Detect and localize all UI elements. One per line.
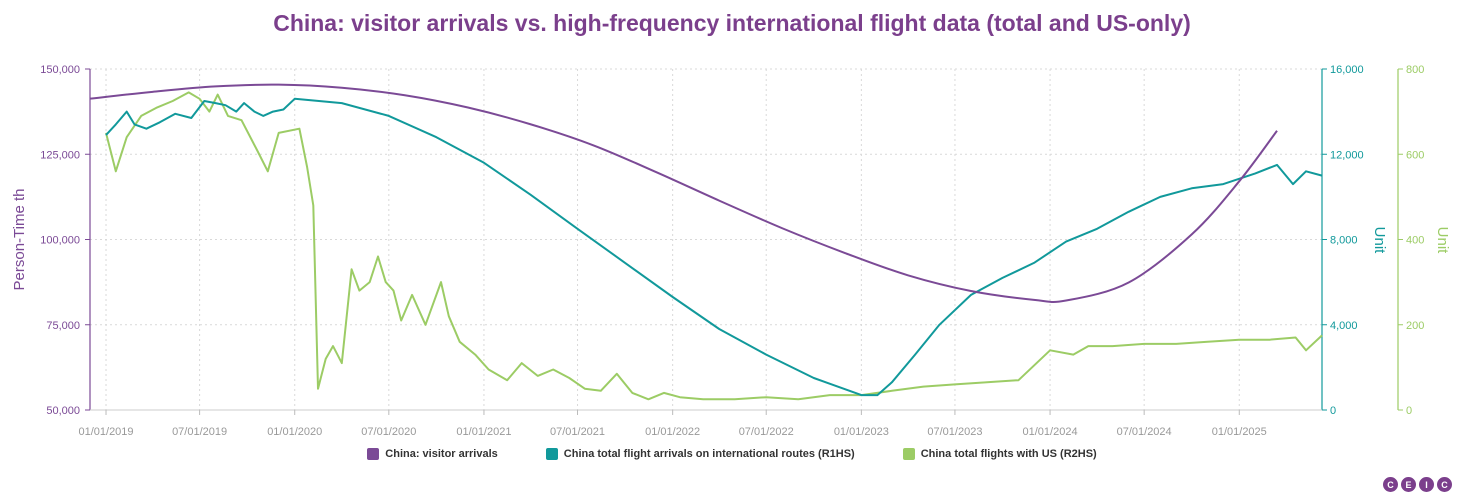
legend-swatch-visitor-arrivals xyxy=(367,448,380,460)
ceic-logo: C E I C xyxy=(1383,477,1452,492)
right1-axis-title: Unit xyxy=(1371,227,1388,255)
chart-legend: China: visitor arrivals China total flig… xyxy=(0,448,1464,460)
right1-tick-label: 0 xyxy=(1330,405,1336,417)
left-tick-label: 100,000 xyxy=(40,235,80,247)
legend-label-flights-us: China total flights with US (R2HS) xyxy=(920,448,1097,460)
right2-tick-label: 200 xyxy=(1406,320,1424,332)
x-tick-label: 01/01/2021 xyxy=(456,426,511,438)
series-line-visitor-arrivals xyxy=(89,83,1278,304)
right1-tick-label: 16,000 xyxy=(1330,64,1364,76)
right1-tick-label: 4,000 xyxy=(1330,320,1358,332)
x-tick-label: 07/01/2023 xyxy=(927,426,982,438)
x-tick-label: 01/01/2019 xyxy=(78,426,133,438)
legend-item-flights-us[interactable]: China total flights with US (R2HS) xyxy=(902,448,1097,460)
right2-tick-label: 400 xyxy=(1406,235,1424,247)
series-line-flights-us xyxy=(105,91,1323,401)
x-tick-label: 01/01/2020 xyxy=(267,426,322,438)
left-tick-label: 50,000 xyxy=(46,405,80,417)
right2-tick-label: 600 xyxy=(1406,149,1424,161)
right2-tick-label: 0 xyxy=(1406,405,1412,417)
x-tick-label: 07/01/2020 xyxy=(361,426,416,438)
logo-letter: I xyxy=(1419,477,1434,492)
logo-letter: E xyxy=(1401,477,1416,492)
x-tick-label: 07/01/2022 xyxy=(739,426,794,438)
logo-letter: C xyxy=(1437,477,1452,492)
x-tick-label: 01/01/2022 xyxy=(645,426,700,438)
right2-axis-title: Unit xyxy=(1434,227,1451,255)
chart-title: China: visitor arrivals vs. high-frequen… xyxy=(273,10,1191,36)
legend-swatch-flight-arrivals xyxy=(545,448,558,460)
left-tick-label: 150,000 xyxy=(40,64,80,76)
right1-tick-label: 12,000 xyxy=(1330,149,1364,161)
x-tick-label: 01/01/2024 xyxy=(1023,426,1078,438)
x-tick-label: 07/01/2019 xyxy=(172,426,227,438)
legend-label-flight-arrivals: China total flight arrivals on internati… xyxy=(563,448,855,460)
legend-swatch-flights-us xyxy=(902,448,915,460)
left-tick-label: 75,000 xyxy=(46,320,80,332)
x-tick-label: 07/01/2021 xyxy=(550,426,605,438)
x-tick-label: 01/01/2023 xyxy=(834,426,889,438)
x-tick-label: 07/01/2024 xyxy=(1117,426,1172,438)
series-line-flight-arrivals xyxy=(105,97,1323,397)
right1-tick-label: 8,000 xyxy=(1330,235,1358,247)
x-tick-label: 01/01/2025 xyxy=(1212,426,1267,438)
left-axis-title: Person-Time th xyxy=(11,189,28,291)
legend-item-visitor-arrivals[interactable]: China: visitor arrivals xyxy=(367,448,498,460)
logo-letter: C xyxy=(1383,477,1398,492)
legend-item-flight-arrivals[interactable]: China total flight arrivals on internati… xyxy=(545,448,855,460)
legend-label-visitor-arrivals: China: visitor arrivals xyxy=(385,448,498,460)
left-tick-label: 125,000 xyxy=(40,149,80,161)
right2-tick-label: 800 xyxy=(1406,64,1424,76)
